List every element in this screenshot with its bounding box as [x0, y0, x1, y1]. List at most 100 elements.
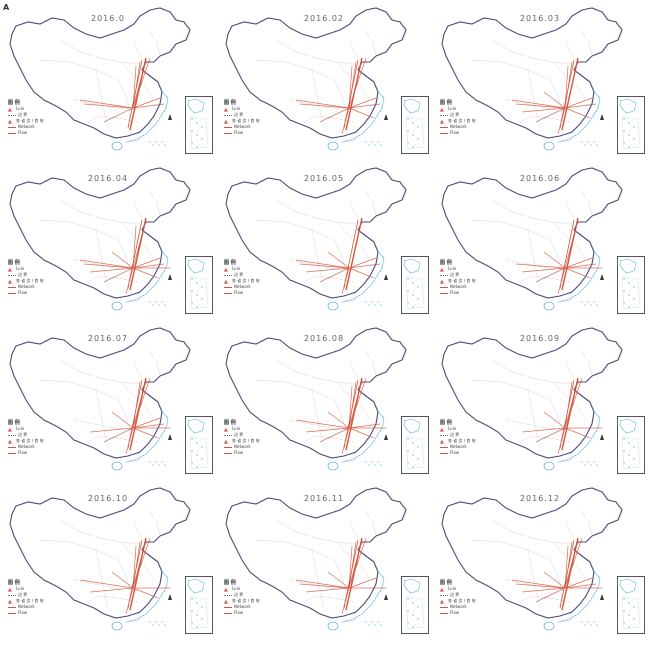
network-link [564, 267, 591, 279]
legend-symbol-icon [440, 446, 448, 448]
province-boundary [515, 595, 571, 605]
network-link [79, 99, 134, 109]
network-link [127, 379, 143, 449]
panel-title: 2016.02 [303, 14, 345, 23]
china-map [441, 327, 623, 471]
legend-symbol-icon [440, 132, 448, 134]
legend-label: Link [448, 106, 457, 111]
legend-label: Network [450, 284, 467, 289]
network-link [564, 427, 591, 439]
network-link [79, 259, 134, 269]
legend-symbol-icon: ▲ [224, 586, 228, 593]
map-legend: 图 例 ▲ Link 边 界 ▲ 各 省 会 / 首 府 Network Flow [440, 100, 486, 136]
china-map [441, 487, 623, 631]
legend-symbol-icon [440, 606, 448, 608]
coastline [557, 251, 601, 303]
legend-label: 各 省 会 / 首 府 [16, 438, 44, 443]
province-boundary [289, 419, 357, 431]
province-boundary [505, 259, 573, 271]
network-link [535, 587, 566, 603]
coastline [125, 251, 169, 303]
hainan-island [543, 461, 555, 471]
legend-symbol-icon: ▲ [8, 598, 12, 605]
hainan-island [543, 301, 555, 311]
legend-label: Flow [18, 130, 28, 135]
province-boundary [95, 229, 109, 289]
island-dot [596, 624, 598, 626]
legend-item: Network [440, 124, 486, 130]
south-china-sea-inset [401, 576, 429, 634]
legend-item: Network [440, 604, 486, 610]
panel-title: 2016.09 [519, 334, 561, 343]
network-link [132, 57, 151, 109]
legend-label: 边 界 [18, 592, 28, 597]
province-boundary [311, 229, 325, 289]
island-dot [158, 624, 160, 626]
legend-title: 图 例 [8, 100, 20, 106]
legend-item: 边 界 [224, 112, 270, 118]
legend-title: 图 例 [8, 420, 20, 426]
legend-symbol-icon [224, 286, 232, 288]
network-link [348, 257, 377, 269]
network-link [343, 59, 359, 129]
legend-symbol-icon [440, 452, 448, 454]
island-dot [584, 144, 586, 146]
network-link [535, 427, 566, 443]
network-link [559, 59, 575, 129]
legend-label: 各 省 会 / 首 府 [448, 598, 476, 603]
island-dot [152, 144, 154, 146]
map-panel: 2016.0 图 例 ▲ Link 边 界 ▲ 各 省 会 / 首 府 Network Flow [0, 0, 216, 160]
network-link [103, 107, 134, 123]
south-china-sea-inset [401, 256, 429, 314]
legend-item: ▲ Link [224, 106, 270, 112]
legend-label: Network [18, 604, 35, 609]
legend-symbol-icon [8, 606, 16, 608]
network-link [348, 427, 375, 439]
legend-symbol-icon: ▲ [440, 106, 444, 113]
legend-item: 边 界 [440, 432, 486, 438]
figure-panel-label: A [3, 3, 10, 12]
island-dot [590, 624, 592, 626]
network-link [348, 423, 381, 429]
legend-label: 各 省 会 / 首 府 [16, 278, 44, 283]
legend-label: Network [18, 284, 35, 289]
province-boundary [299, 595, 355, 605]
hainan-island [111, 621, 123, 631]
legend-symbol-icon [224, 446, 232, 448]
legend-label: 各 省 会 / 首 府 [16, 118, 44, 123]
map-panel: 2016.06 图 例 ▲ Link 边 界 ▲ 各 省 会 / 首 府 Network Flo… [432, 160, 648, 320]
province-boundary [311, 389, 325, 449]
network-link [543, 251, 566, 269]
province-boundary [515, 435, 571, 445]
legend-item: ▲ Link [440, 106, 486, 112]
island-dot [584, 624, 586, 626]
legend-label: Flow [18, 290, 28, 295]
island-dot [155, 301, 157, 303]
network-link [127, 219, 143, 289]
panel-title: 2016.08 [303, 334, 345, 343]
north-arrow-icon [384, 434, 388, 440]
legend-symbol-icon [224, 452, 232, 454]
legend-item: Network [8, 124, 54, 130]
legend-symbol-icon: ▲ [440, 438, 444, 445]
legend-item: ▲ 各 省 会 / 首 府 [440, 438, 486, 444]
province-boundary [527, 69, 541, 129]
network-link [559, 219, 575, 289]
coastline [341, 251, 385, 303]
legend-label: Network [234, 604, 251, 609]
island-dot [581, 461, 583, 463]
network-link [511, 99, 566, 109]
province-boundary [527, 549, 541, 609]
network-link [511, 579, 566, 589]
legend-label: Flow [18, 610, 28, 615]
legend-label: Network [234, 124, 251, 129]
legend-symbol-icon: ▲ [8, 118, 12, 125]
legend-symbol-icon [8, 446, 16, 448]
legend-symbol-icon [224, 606, 232, 608]
network-link [564, 263, 597, 269]
legend-symbol-icon [440, 286, 448, 288]
legend-item: ▲ Link [8, 586, 54, 592]
map-panel: 2016.03 图 例 ▲ Link 边 界 ▲ 各 省 会 / 首 府 Network Flo… [432, 0, 648, 160]
province-boundary [349, 359, 363, 383]
map-panel: 2016.02 图 例 ▲ Link 边 界 ▲ 各 省 会 / 首 府 Network Flo… [216, 0, 432, 160]
